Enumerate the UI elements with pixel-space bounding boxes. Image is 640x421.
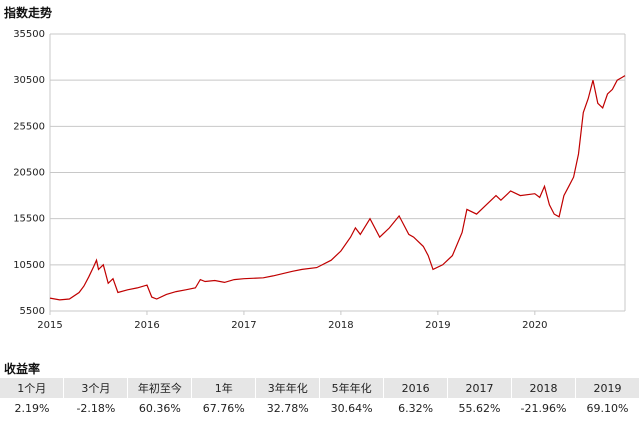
header-cell: 2019 <box>575 378 640 398</box>
y-tick-label: 35500 <box>13 29 45 40</box>
index-line <box>49 75 626 301</box>
header-cell: 年初至今 <box>127 378 193 398</box>
header-cell: 3个月 <box>63 378 129 398</box>
header-row: 1个月 3个月 年初至今 1年 3年年化 5年年化 2016 2017 2018 2019 <box>0 378 640 398</box>
header-cell: 1个月 <box>0 378 65 398</box>
header-cell: 5年年化 <box>319 378 385 398</box>
value-cell: 6.32% <box>398 401 434 415</box>
y-tick-label: 10500 <box>13 260 45 271</box>
header-cell: 2017 <box>447 378 512 398</box>
value-cell: -21.96% <box>520 401 567 415</box>
y-tick-label: 20500 <box>13 168 45 179</box>
y-tick-label: 15500 <box>13 214 45 225</box>
x-tick-label: 2015 <box>37 320 62 331</box>
x-tick-label: 2017 <box>231 320 256 331</box>
x-tick-label: 2019 <box>425 320 450 331</box>
value-cell: 32.78% <box>266 401 309 415</box>
header-cell: 2016 <box>383 378 449 398</box>
header-cell: 2018 <box>511 378 576 398</box>
x-tick-label: 2020 <box>522 320 547 331</box>
value-cell: 2.19% <box>14 401 50 415</box>
value-cell: 30.64% <box>330 401 373 415</box>
value-cell: -2.18% <box>76 401 116 415</box>
chart-title: 指数走势 <box>4 6 53 20</box>
returns-table: 1个月 3个月 年初至今 1年 3年年化 5年年化 2016 2017 2018 2019 2.1… <box>0 378 640 418</box>
x-tick-label: 2018 <box>328 320 353 331</box>
value-cell: 67.76% <box>202 401 245 415</box>
y-tick-label: 30500 <box>13 75 45 86</box>
value-cell: 60.36% <box>138 401 181 415</box>
y-tick-label: 25500 <box>13 121 45 132</box>
y-tick-label: 5500 <box>20 306 45 317</box>
chart: 5500 10500 15500 20500 25500 30500 35500 2015 20… <box>13 29 626 331</box>
header-cell: 1年 <box>191 378 257 398</box>
x-tick-label: 2016 <box>134 320 159 331</box>
value-cell: 55.62% <box>458 401 501 415</box>
table-title: 收益率 <box>4 362 41 376</box>
header-cell: 3年年化 <box>255 378 321 398</box>
value-cell: 69.10% <box>586 401 629 415</box>
value-row: 2.19% -2.18% 60.36% 67.76% 32.78% 30.64% 6.32%… <box>0 398 640 418</box>
